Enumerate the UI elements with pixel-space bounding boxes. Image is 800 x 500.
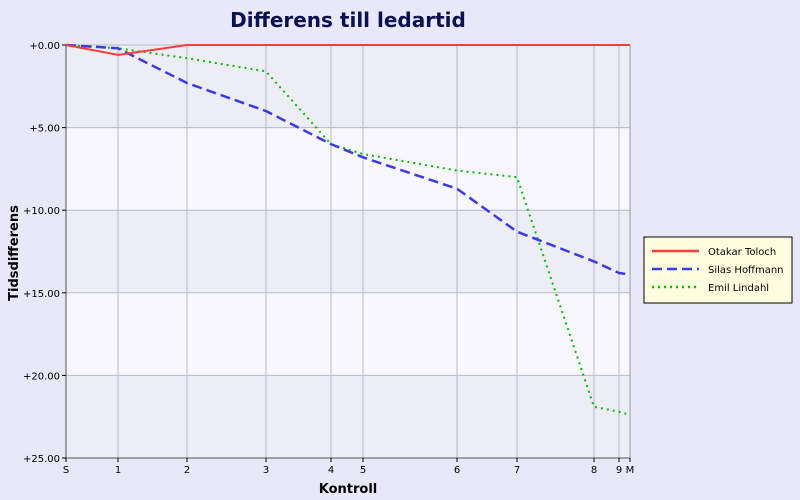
series-line-otakar-toloch xyxy=(65,44,630,56)
plot-band xyxy=(66,375,630,458)
legend-label: Otakar Toloch xyxy=(708,247,776,258)
x-tick-label: 7 xyxy=(514,465,520,476)
legend-label: Emil Lindahl xyxy=(708,283,769,294)
plot-band xyxy=(66,45,630,128)
plot-bands xyxy=(66,45,630,458)
y-tick-label: +0.00 xyxy=(29,41,60,52)
y-tick-label: +10.00 xyxy=(23,206,60,217)
x-tick-label: 3 xyxy=(263,465,269,476)
x-tick-label: 2 xyxy=(184,465,190,476)
plot-band xyxy=(66,127,630,211)
x-tick-label: 5 xyxy=(360,465,366,476)
legend-label: Silas Hoffmann xyxy=(708,265,784,276)
y-tick-label: +5.00 xyxy=(29,124,60,135)
plot-band xyxy=(66,292,630,376)
series-lines xyxy=(65,43,631,417)
x-tick-label: 6 xyxy=(454,465,460,476)
legend: Otakar Toloch Silas Hoffmann Emil Lindahl xyxy=(643,236,793,304)
x-tick-label: S xyxy=(63,465,69,476)
x-tick-label: 8 xyxy=(591,465,597,476)
y-tick-label: +25.00 xyxy=(23,454,60,465)
series-line-silas-hoffmann xyxy=(65,43,631,276)
series-line-emil-lindahl xyxy=(65,44,631,417)
x-tick-label: 1 xyxy=(115,465,121,476)
plot-band xyxy=(66,210,630,293)
x-axis-label: Kontroll xyxy=(319,482,378,497)
x-tick-label: 4 xyxy=(328,465,334,476)
x-tick-label: M xyxy=(626,465,635,476)
y-axis-label: Tidsdifferens xyxy=(7,205,22,301)
x-tick-label: 9 xyxy=(616,465,622,476)
y-tick-label: +20.00 xyxy=(23,371,60,382)
y-tick-label: +15.00 xyxy=(23,289,60,300)
y-axis-ticks: +0.00 +5.00 +10.00 +15.00 +20.00 +25.00 xyxy=(23,41,66,465)
grid-lines xyxy=(65,44,631,459)
chart-title: Differens till ledartid xyxy=(230,8,466,32)
